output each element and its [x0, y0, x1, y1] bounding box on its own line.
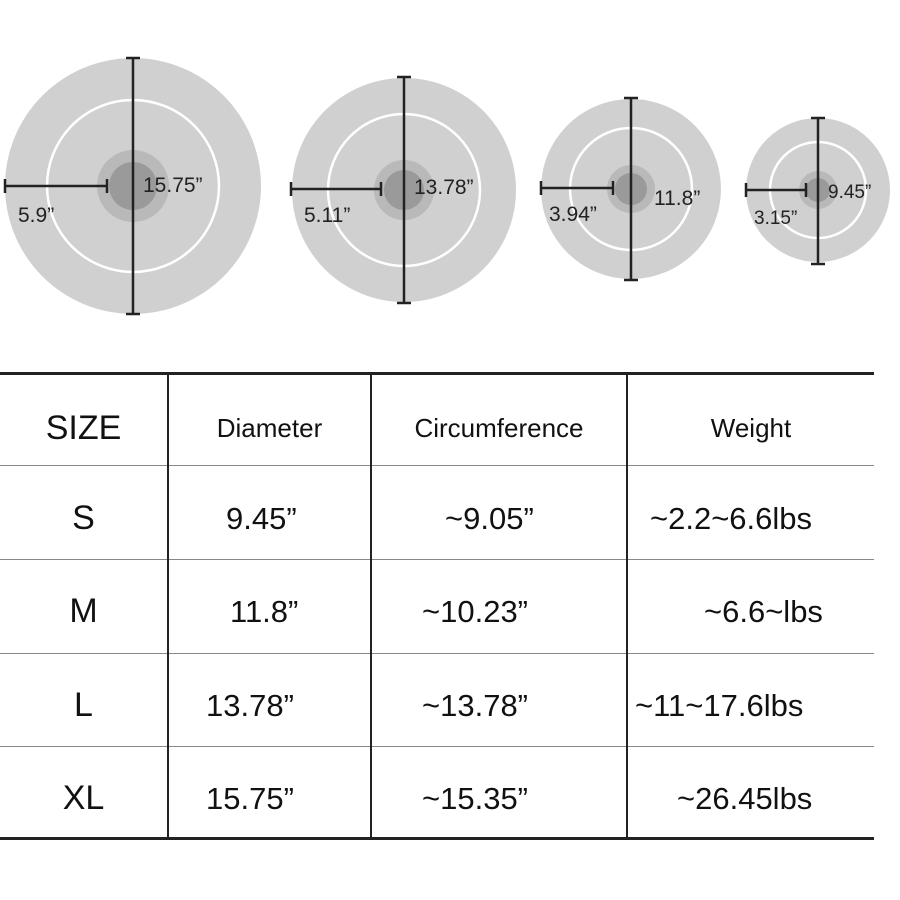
row-diameter-xl: 15.75”: [206, 780, 294, 816]
row-divider: [0, 465, 874, 466]
radius-label: 3.94”: [549, 203, 597, 226]
row-divider: [0, 653, 874, 654]
header-weight: Weight: [710, 413, 792, 443]
diameter-label: 15.75”: [143, 174, 203, 197]
header-size: SIZE: [45, 409, 122, 447]
row-size-xl: XL: [62, 779, 105, 817]
radius-label: 3.15”: [754, 208, 797, 229]
column-divider: [626, 372, 628, 840]
plate-s: 9.45” 3.15”: [744, 116, 890, 266]
row-diameter-s: 9.45”: [226, 500, 297, 536]
row-weight-xl: ~26.45lbs: [677, 780, 813, 816]
row-size-s: S: [72, 499, 95, 537]
header-circumference: Circumference: [414, 413, 584, 443]
column-divider: [370, 372, 372, 840]
row-diameter-l: 13.78”: [206, 687, 294, 723]
plate-l: 13.78” 5.11”: [289, 75, 516, 305]
table-bottom-rule: [0, 837, 874, 840]
plate-xl: 15.75” 5.9”: [3, 56, 261, 316]
diameter-label: 13.78”: [414, 176, 474, 199]
row-diameter-m: 11.8”: [230, 593, 299, 629]
row-circumference-m: ~10.23”: [422, 593, 529, 629]
row-circumference-xl: ~15.35”: [422, 780, 529, 816]
radius-label: 5.11”: [304, 204, 350, 227]
row-circumference-s: ~9.05”: [445, 500, 534, 536]
row-weight-s: ~2.2~6.6lbs: [650, 500, 813, 536]
row-size-l: L: [74, 686, 93, 724]
row-circumference-l: ~13.78”: [422, 687, 529, 723]
plate-size-diagram: 15.75” 5.9” 13.78” 5.11” 11.8” 3.94”: [3, 56, 890, 316]
row-size-m: M: [69, 592, 98, 630]
header-diameter: Diameter: [216, 413, 323, 443]
row-weight-m: ~6.6~lbs: [704, 593, 823, 629]
row-divider: [0, 746, 874, 747]
diameter-label: 11.8”: [654, 187, 700, 210]
radius-label: 5.9”: [18, 204, 54, 227]
row-weight-l: ~11~17.6lbs: [635, 687, 804, 723]
plate-m: 11.8” 3.94”: [539, 96, 721, 282]
row-divider: [0, 559, 874, 560]
table-top-rule: [0, 372, 874, 375]
column-divider: [167, 372, 169, 840]
diameter-label: 9.45”: [828, 182, 871, 203]
size-table: SIZE Diameter Circumference Weight S 9.4…: [0, 372, 874, 840]
